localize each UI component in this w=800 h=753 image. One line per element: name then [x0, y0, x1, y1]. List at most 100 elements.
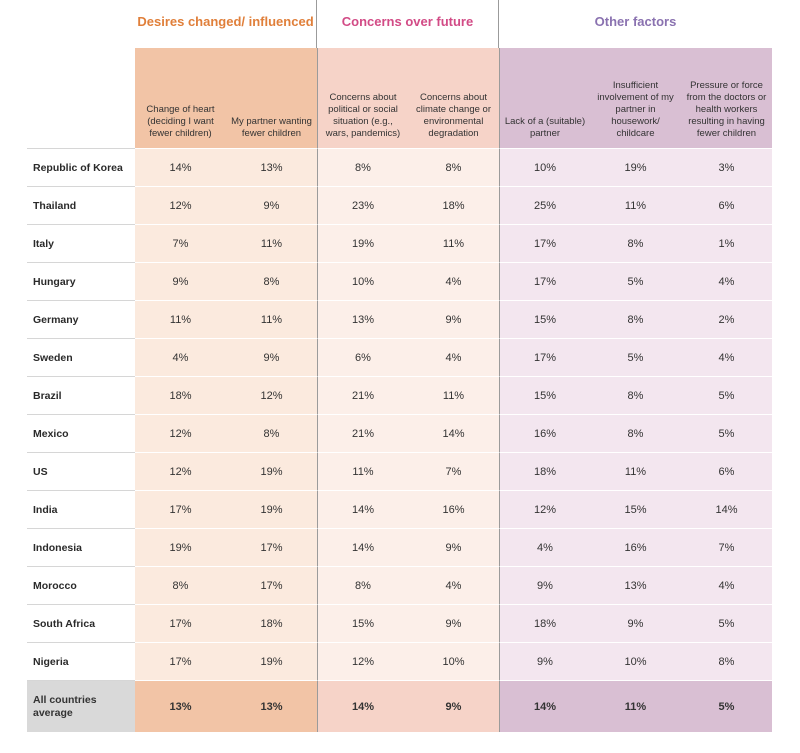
country-label: US [27, 452, 135, 490]
table-cell: 7% [681, 528, 772, 566]
corner-cell [27, 0, 135, 48]
table-cell: 21% [317, 414, 408, 452]
table-cell: 18% [499, 604, 590, 642]
table-cell: 16% [408, 490, 499, 528]
table-cell: 14% [681, 490, 772, 528]
country-label: Germany [27, 300, 135, 338]
table-cell: 8% [317, 148, 408, 186]
table-cell: 15% [499, 376, 590, 414]
table-cell: 12% [135, 186, 226, 224]
table-cell: 4% [681, 566, 772, 604]
table-cell: 4% [135, 338, 226, 376]
table-cell: 12% [135, 452, 226, 490]
average-cell: 11% [590, 680, 681, 732]
header-blank-cell [27, 48, 135, 148]
table-cell: 21% [317, 376, 408, 414]
table-cell: 9% [135, 262, 226, 300]
table-cell: 4% [499, 528, 590, 566]
table-cell: 10% [317, 262, 408, 300]
column-header: Concerns about climate change or environ… [408, 48, 499, 148]
table-cell: 8% [226, 414, 317, 452]
column-header: Change of heart (deciding I want fewer c… [135, 48, 226, 148]
table-cell: 5% [681, 376, 772, 414]
table-cell: 23% [317, 186, 408, 224]
country-label: Hungary [27, 262, 135, 300]
country-label: Thailand [27, 186, 135, 224]
table-cell: 8% [226, 262, 317, 300]
table-cell: 13% [226, 148, 317, 186]
country-label: Mexico [27, 414, 135, 452]
table-cell: 4% [408, 262, 499, 300]
average-cell: 13% [226, 680, 317, 732]
country-label: Italy [27, 224, 135, 262]
group-concerns-over-future: Concerns over future [317, 0, 499, 48]
table-cell: 13% [317, 300, 408, 338]
table-cell: 15% [590, 490, 681, 528]
table-cell: 12% [499, 490, 590, 528]
table-cell: 15% [317, 604, 408, 642]
table-cell: 4% [681, 262, 772, 300]
country-label: Morocco [27, 566, 135, 604]
table-cell: 10% [590, 642, 681, 680]
table-cell: 19% [226, 642, 317, 680]
table-cell: 8% [590, 224, 681, 262]
table-cell: 18% [135, 376, 226, 414]
table-cell: 9% [590, 604, 681, 642]
table-cell: 5% [681, 604, 772, 642]
table-cell: 3% [681, 148, 772, 186]
country-label: Sweden [27, 338, 135, 376]
table-cell: 6% [681, 186, 772, 224]
table-cell: 4% [408, 338, 499, 376]
table-cell: 17% [226, 528, 317, 566]
table-cell: 8% [317, 566, 408, 604]
country-label: Republic of Korea [27, 148, 135, 186]
table-cell: 16% [499, 414, 590, 452]
table-cell: 4% [408, 566, 499, 604]
table-cell: 6% [681, 452, 772, 490]
table-cell: 8% [681, 642, 772, 680]
table-cell: 17% [135, 490, 226, 528]
table-cell: 17% [135, 604, 226, 642]
table-cell: 2% [681, 300, 772, 338]
table-cell: 14% [317, 490, 408, 528]
table-cell: 11% [317, 452, 408, 490]
table-cell: 16% [590, 528, 681, 566]
table-cell: 19% [135, 528, 226, 566]
table-cell: 11% [590, 186, 681, 224]
country-label: Nigeria [27, 642, 135, 680]
average-label: All countries average [27, 680, 135, 732]
table-cell: 7% [408, 452, 499, 490]
table-cell: 17% [226, 566, 317, 604]
table-cell: 8% [590, 300, 681, 338]
table-cell: 13% [590, 566, 681, 604]
table-cell: 8% [135, 566, 226, 604]
average-cell: 9% [408, 680, 499, 732]
average-cell: 14% [317, 680, 408, 732]
country-label: Indonesia [27, 528, 135, 566]
country-label: South Africa [27, 604, 135, 642]
table-cell: 19% [226, 490, 317, 528]
table-cell: 9% [226, 186, 317, 224]
table-cell: 19% [317, 224, 408, 262]
table-cell: 7% [135, 224, 226, 262]
table-cell: 25% [499, 186, 590, 224]
table-cell: 9% [408, 300, 499, 338]
table-cell: 11% [408, 224, 499, 262]
table-cell: 11% [590, 452, 681, 490]
table-cell: 19% [226, 452, 317, 490]
table-cell: 8% [408, 148, 499, 186]
table-cell: 4% [681, 338, 772, 376]
table-cell: 14% [317, 528, 408, 566]
group-desires-changed: Desires changed/ influenced [135, 0, 317, 48]
average-cell: 14% [499, 680, 590, 732]
table-cell: 12% [226, 376, 317, 414]
table-cell: 10% [499, 148, 590, 186]
column-header: Lack of a (suitable) partner [499, 48, 590, 148]
table-cell: 8% [590, 414, 681, 452]
table-cell: 9% [408, 604, 499, 642]
table-cell: 5% [590, 262, 681, 300]
table-cell: 18% [499, 452, 590, 490]
average-cell: 13% [135, 680, 226, 732]
data-table: Desires changed/ influenced Concerns ove… [27, 0, 772, 732]
average-cell: 5% [681, 680, 772, 732]
